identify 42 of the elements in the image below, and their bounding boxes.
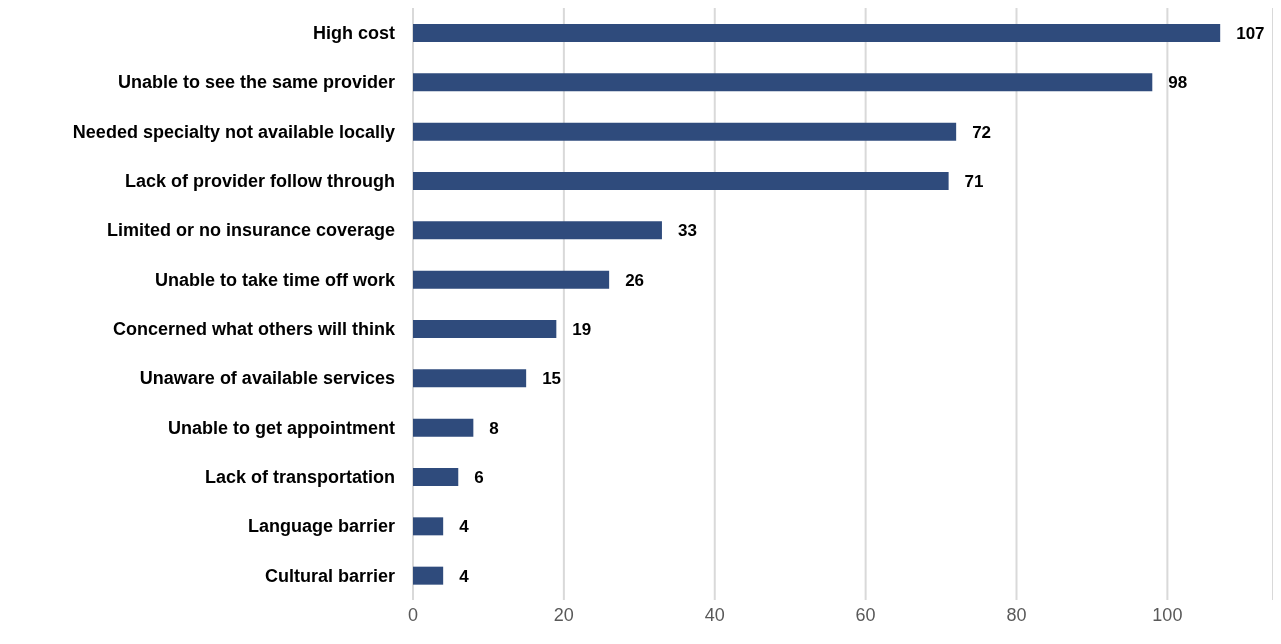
y-tick-label: Unaware of available services xyxy=(139,368,395,389)
bar xyxy=(413,24,1221,42)
bar xyxy=(413,221,662,240)
data-label: 26 xyxy=(625,270,645,290)
bar xyxy=(413,468,459,486)
x-tick-label: 80 xyxy=(1006,604,1027,625)
y-tick-label: Limited or no insurance coverage xyxy=(106,220,395,241)
y-tick-label: Needed specialty not available locally xyxy=(72,121,395,142)
y-tick-label: Lack of provider follow through xyxy=(125,171,395,192)
data-label: 72 xyxy=(972,122,992,142)
y-tick-label: Lack of transportation xyxy=(204,467,395,488)
data-label: 4 xyxy=(459,566,470,586)
bar xyxy=(413,270,610,289)
bar xyxy=(413,418,474,437)
data-label: 98 xyxy=(1168,73,1188,93)
bar xyxy=(413,517,444,536)
data-label: 71 xyxy=(964,172,984,192)
data-label: 33 xyxy=(677,221,697,241)
bar xyxy=(413,172,949,190)
data-label: 6 xyxy=(474,468,484,488)
bar xyxy=(413,320,557,338)
data-label: 8 xyxy=(489,418,499,438)
y-tick-label: Unable to take time off work xyxy=(154,269,396,290)
y-tick-label: Unable to get appointment xyxy=(168,417,395,438)
y-tick-label: High cost xyxy=(312,23,395,44)
bar xyxy=(413,566,444,585)
bar xyxy=(413,73,1153,92)
y-tick-label: Cultural barrier xyxy=(264,565,395,586)
y-tick-label: Language barrier xyxy=(247,516,395,537)
bar xyxy=(413,369,527,388)
x-tick-label: 40 xyxy=(704,604,725,625)
x-tick-label: 20 xyxy=(553,604,574,625)
data-label: 4 xyxy=(459,517,470,537)
x-tick-label: 100 xyxy=(1152,604,1183,625)
data-label: 107 xyxy=(1236,24,1265,44)
bar xyxy=(413,122,957,141)
x-tick-label: 0 xyxy=(407,604,419,625)
x-tick-label: 60 xyxy=(855,604,876,625)
y-tick-label: Concerned what others will think xyxy=(112,319,396,340)
data-label: 19 xyxy=(572,320,592,340)
y-tick-label: Unable to see the same provider xyxy=(117,72,395,93)
data-label: 15 xyxy=(542,369,562,389)
